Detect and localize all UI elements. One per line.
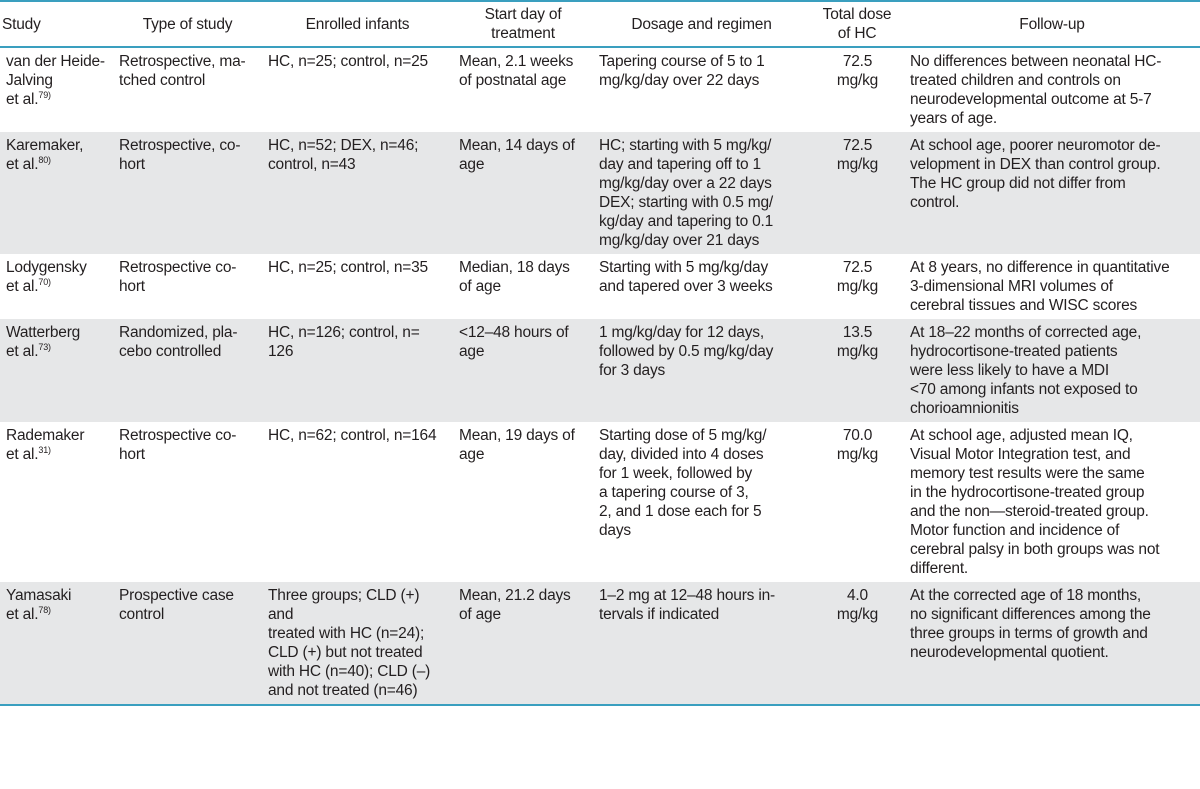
start-cell: Median, 18 days of age <box>459 259 570 295</box>
follow-up-cell: At school age, poorer neuromotor de- vel… <box>904 132 1200 254</box>
type-cell: Retrospective co- hort <box>119 427 237 463</box>
study-cell: Rademaker et al.31) <box>0 422 113 582</box>
enrolled-cell: Three groups; CLD (+) and treated with H… <box>262 582 453 705</box>
table-row: Yamasaki et al.78) Prospective case cont… <box>0 582 1200 705</box>
start-cell: <12–48 hours of age <box>453 319 593 422</box>
study-name: Watterberg et al. <box>6 324 81 360</box>
study-cell: Watterberg et al.73) <box>0 319 113 422</box>
total-dose-cell: 13.5 mg/kg <box>810 319 904 422</box>
study-cell: Yamasaki et al.78) <box>0 582 113 705</box>
follow-up-cell: At 18–22 months of corrected age, hydroc… <box>904 319 1200 422</box>
reference-number: 31) <box>38 444 51 455</box>
table-body: van der Heide- Jalving et al.79) Retrosp… <box>0 47 1200 705</box>
start-cell: Mean, 14 days of age <box>453 132 593 254</box>
study-name: Lodygensky et al. <box>6 259 87 295</box>
type-cell: Retrospective co- hort <box>119 259 237 295</box>
enrolled-cell: HC, n=62; control, n=164 <box>268 427 437 444</box>
table-row: van der Heide- Jalving et al.79) Retrosp… <box>0 47 1200 132</box>
dosage-cell: HC; starting with 5 mg/kg/ day and taper… <box>593 132 810 254</box>
type-cell: Randomized, pla- cebo controlled <box>113 319 262 422</box>
enrolled-cell: HC, n=52; DEX, n=46; control, n=43 <box>262 132 453 254</box>
study-cell: Karemaker, et al.80) <box>0 132 113 254</box>
header-enrolled-infants: Enrolled infants <box>305 15 410 33</box>
type-cell: Retrospective, ma- tched control <box>119 53 246 89</box>
total-dose-cell: 4.0 mg/kg <box>810 582 904 705</box>
table-header: Study Type of study Enrolled infants Sta… <box>0 1 1200 47</box>
start-cell: Mean, 2.1 weeks of postnatal age <box>459 53 574 89</box>
follow-up-cell: At school age, adjusted mean IQ, Visual … <box>910 427 1160 577</box>
type-cell: Prospective case control <box>113 582 262 705</box>
dosage-cell: Starting with 5 mg/kg/day and tapered ov… <box>599 259 773 295</box>
study-name: van der Heide- Jalving et al. <box>6 53 105 108</box>
reference-number: 70) <box>38 276 51 287</box>
header-row: Study Type of study Enrolled infants Sta… <box>0 1 1200 47</box>
header-type-of-study: Type of study <box>142 15 233 33</box>
header-study: Study <box>2 15 41 33</box>
total-dose-cell: 72.5 mg/kg <box>836 53 879 89</box>
total-dose-cell: 72.5 mg/kg <box>810 132 904 254</box>
header-follow-up: Follow-up <box>1019 15 1085 33</box>
table-row: Rademaker et al.31) Retrospective co- ho… <box>0 422 1200 582</box>
dosage-cell: Tapering course of 5 to 1 mg/kg/day over… <box>599 53 765 89</box>
study-name: Yamasaki et al. <box>6 587 72 623</box>
enrolled-cell: HC, n=25; control, n=35 <box>268 259 428 276</box>
header-dosage-regimen: Dosage and regimen <box>631 15 772 33</box>
dosage-cell: Starting dose of 5 mg/kg/ day, divided i… <box>599 427 767 539</box>
reference-number: 80) <box>38 154 51 165</box>
table-row: Karemaker, et al.80) Retrospective, co- … <box>0 132 1200 254</box>
reference-number: 79) <box>38 89 51 100</box>
reference-number: 73) <box>38 341 51 352</box>
study-cell: Lodygensky et al.70) <box>0 254 113 319</box>
follow-up-cell: At the corrected age of 18 months, no si… <box>904 582 1200 705</box>
study-name: Rademaker et al. <box>6 427 85 463</box>
enrolled-cell: HC, n=25; control, n=25 <box>268 53 428 70</box>
total-dose-cell: 72.5 mg/kg <box>836 259 879 295</box>
table-row: Lodygensky et al.70) Retrospective co- h… <box>0 254 1200 319</box>
reference-number: 78) <box>38 604 51 615</box>
studies-table: Study Type of study Enrolled infants Sta… <box>0 1 1200 705</box>
table-row: Watterberg et al.73) Randomized, pla- ce… <box>0 319 1200 422</box>
study-cell: van der Heide- Jalving et al.79) <box>0 47 113 132</box>
study-name: Karemaker, et al. <box>6 137 84 173</box>
type-cell: Retrospective, co- hort <box>113 132 262 254</box>
total-dose-cell: 70.0 mg/kg <box>836 427 879 463</box>
start-cell: Mean, 21.2 days of age <box>453 582 593 705</box>
header-start-day: Start day of treatment <box>484 6 562 42</box>
dosage-cell: 1–2 mg at 12–48 hours in- tervals if ind… <box>593 582 810 705</box>
follow-up-cell: No differences between neonatal HC- trea… <box>910 53 1162 127</box>
header-total-dose: Total dose of HC <box>822 6 892 42</box>
enrolled-cell: HC, n=126; control, n= 126 <box>262 319 453 422</box>
start-cell: Mean, 19 days of age <box>459 427 575 463</box>
follow-up-cell: At 8 years, no difference in quantitativ… <box>910 259 1170 314</box>
dosage-cell: 1 mg/kg/day for 12 days, followed by 0.5… <box>593 319 810 422</box>
